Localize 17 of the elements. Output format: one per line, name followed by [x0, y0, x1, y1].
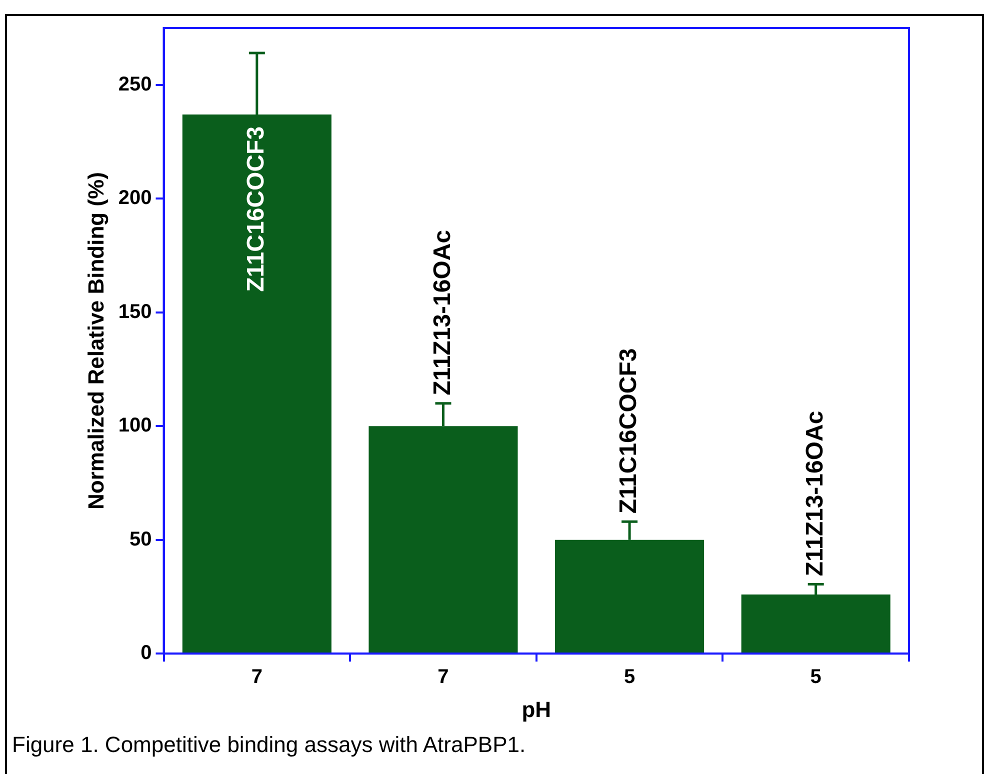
x-tick-label: 7 [438, 666, 449, 688]
y-tick-label: 150 [118, 300, 152, 323]
y-axis-title: Normalized Relative Binding (%) [83, 172, 108, 510]
annotation: Z11C16COCF3 [615, 348, 642, 514]
x-tick-label: 5 [624, 666, 636, 688]
y-tick-label: 200 [118, 187, 152, 210]
x-tick-label: 7 [251, 666, 262, 688]
annotation: Z11Z13-16OAc [801, 410, 828, 576]
annotation: Z11C16COCF3 [242, 126, 270, 292]
annotation: Z11Z13-16OAc [428, 230, 456, 396]
x-tick-label: 5 [810, 666, 822, 688]
y-tick-label: 50 [130, 528, 152, 550]
y-tick-label: 250 [118, 73, 152, 96]
y-tick-label: 0 [140, 642, 152, 664]
caption: Figure 1. Competitive binding assays with AtraPBP1. [12, 732, 526, 758]
x-axis-title: pH [522, 696, 552, 722]
y-tick-label: 100 [118, 414, 152, 437]
